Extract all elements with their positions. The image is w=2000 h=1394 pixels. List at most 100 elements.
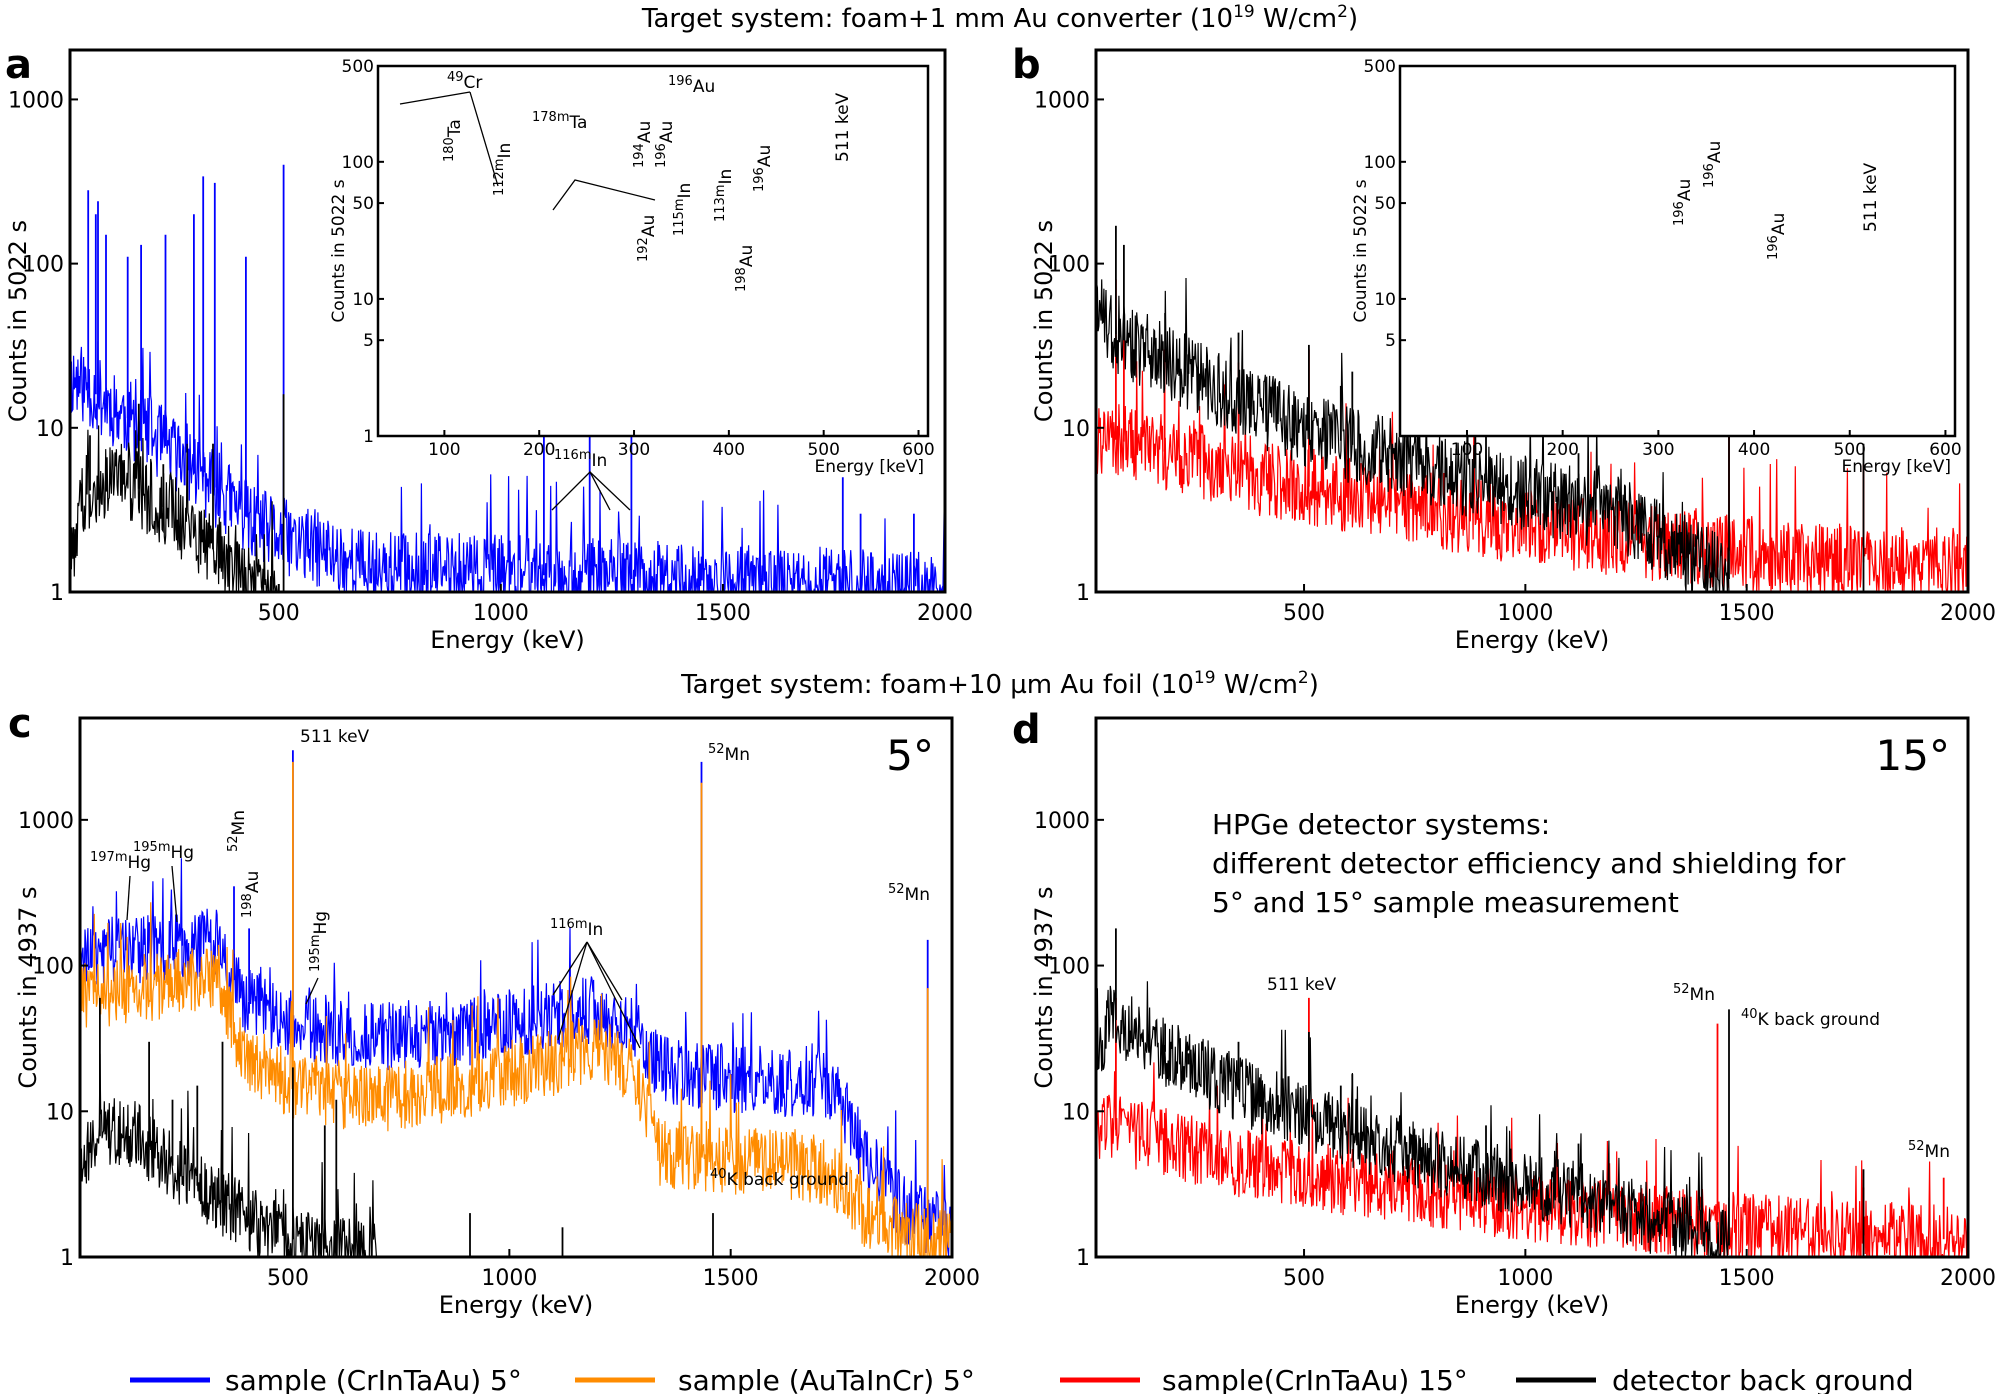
ann-c-mn52-3: 52Mn bbox=[226, 810, 249, 852]
inset-x-tick-label-b: 100 bbox=[1451, 440, 1483, 460]
ann-a-in113m: 113mIn bbox=[713, 169, 736, 222]
y-tick-label-a: 1 bbox=[50, 581, 64, 606]
panel-letter-d: d bbox=[1012, 707, 1041, 753]
x-tick-label-c: 1000 bbox=[481, 1266, 537, 1291]
inset-y-tick-label-b: 100 bbox=[1364, 153, 1396, 173]
inset-x-tick-label-b: 300 bbox=[1642, 440, 1674, 460]
y-tick-label-a: 10 bbox=[36, 417, 64, 442]
title-mid: Target system: foam+10 µm Au foil (1019 … bbox=[680, 668, 1319, 700]
panel-letter-c: c bbox=[8, 701, 32, 747]
panel-c-series-sample-autaincr-5- bbox=[80, 902, 952, 1257]
leader-c-in116m-3 bbox=[586, 941, 623, 1001]
ann-a-in112m: 112mIn bbox=[492, 143, 515, 196]
y-tick-label-d: 1 bbox=[1076, 1246, 1090, 1271]
x-axis-label-b: Energy (keV) bbox=[1455, 626, 1610, 654]
plot-area-c bbox=[80, 718, 952, 1257]
ann-c-511: 511 keV bbox=[300, 727, 370, 747]
x-tick-label-b: 500 bbox=[1283, 601, 1325, 626]
axes-frame-a bbox=[68, 48, 947, 594]
ann-d-k40: 40K back ground bbox=[1741, 1007, 1880, 1030]
x-tick-label-b: 2000 bbox=[1940, 601, 1996, 626]
x-tick-label-c: 2000 bbox=[924, 1266, 980, 1291]
leader-a-cr49-1 bbox=[399, 91, 471, 105]
y-tick-label-c: 1 bbox=[60, 1246, 74, 1271]
ann-a-au198: 198Au bbox=[734, 245, 757, 292]
y-tick-label-b: 10 bbox=[1062, 417, 1090, 442]
x-tick-label-c: 500 bbox=[267, 1266, 309, 1291]
legend-label-orange: sample (AuTaInCr) 5° bbox=[678, 1364, 975, 1394]
panel-c-series-sample-crintaau-5- bbox=[80, 858, 952, 1256]
inset-frame-a bbox=[376, 64, 930, 438]
ann-a-511: 511 keV bbox=[833, 92, 853, 162]
ann-a-ta180: 180Ta bbox=[442, 119, 465, 162]
legend-label-black: detector back ground bbox=[1612, 1364, 1914, 1394]
panel-b-series-sample-crintaau-15- bbox=[1096, 361, 1968, 592]
leader-c-in116m-4 bbox=[586, 941, 641, 1049]
x-tick-label-d: 500 bbox=[1283, 1266, 1325, 1291]
inset-y-tick-label-a: 1 bbox=[363, 427, 374, 447]
panel-c-series-detector-back-ground bbox=[80, 1053, 377, 1257]
inset-x-tick-label-b: 400 bbox=[1738, 440, 1770, 460]
series-group-a bbox=[70, 164, 945, 592]
x-axis-label-c: Energy (keV) bbox=[439, 1291, 594, 1319]
inset-y-tick-label-a: 500 bbox=[342, 57, 374, 77]
ann-c-k40: 40K back ground bbox=[710, 1167, 849, 1190]
inset-y-label-a: Counts in 5022 s bbox=[329, 179, 349, 322]
y-tick-label-d: 100 bbox=[1048, 955, 1090, 980]
y-tick-label-b: 1000 bbox=[1034, 88, 1090, 113]
x-tick-label-d: 2000 bbox=[1940, 1266, 1996, 1291]
ann-c-hg195m-2: 195mHg bbox=[308, 911, 331, 972]
x-tick-label-a: 1500 bbox=[695, 601, 751, 626]
ann-a-au192: 192Au bbox=[636, 215, 659, 262]
ann-a-cr49: 49Cr bbox=[447, 70, 482, 93]
note-d-line2: different detector efficiency and shield… bbox=[1212, 847, 1846, 880]
panel-b-series-detector-back-ground bbox=[1096, 277, 1730, 592]
inset-x-label-b: Energy [keV] bbox=[1841, 457, 1951, 477]
ann-b-au196-1: 196Au bbox=[1672, 179, 1695, 226]
series-group-b bbox=[1096, 225, 1968, 592]
leader-c-hg197m bbox=[126, 875, 131, 921]
x-tick-label-b: 1500 bbox=[1719, 601, 1775, 626]
inset-y-tick-label-a: 5 bbox=[363, 331, 374, 351]
ann-a-au196-2: 196Au bbox=[668, 74, 715, 97]
inset-y-tick-label-b: 50 bbox=[1374, 194, 1396, 214]
y-tick-label-c: 1000 bbox=[18, 809, 74, 834]
y-axis-label-c: Counts in 4937 s bbox=[14, 886, 42, 1088]
x-tick-label-c: 1500 bbox=[703, 1266, 759, 1291]
legend-label-blue: sample (CrInTaAu) 5° bbox=[225, 1364, 522, 1394]
y-axis-label-d: Counts in 4937 s bbox=[1030, 886, 1058, 1088]
ann-a-au196-1: 196Au bbox=[654, 121, 677, 168]
inset-y-tick-label-a: 10 bbox=[352, 290, 374, 310]
inset-y-tick-label-a: 50 bbox=[352, 194, 374, 214]
leader-c-hg195m-1 bbox=[171, 865, 178, 923]
annotations-c: 511 keV 52Mn 52Mn 52Mn 197mHg 195mHg 198… bbox=[90, 727, 930, 1190]
series-group-c bbox=[80, 750, 952, 1257]
series-group-d bbox=[1096, 928, 1968, 1257]
inset-x-tick-label-a: 400 bbox=[713, 440, 745, 460]
ann-c-in116m: 116mIn bbox=[550, 917, 603, 940]
ann-d-mn52-2: 52Mn bbox=[1908, 1139, 1950, 1162]
angle-label-c: 5° bbox=[886, 731, 934, 780]
y-tick-label-b: 1 bbox=[1076, 581, 1090, 606]
leader-c-in116m-2 bbox=[557, 941, 588, 1041]
x-tick-label-d: 1500 bbox=[1719, 1266, 1775, 1291]
y-tick-label-b: 100 bbox=[1048, 253, 1090, 278]
panel-a-series-detector-back-ground bbox=[70, 425, 279, 592]
ann-c-hg195m-1: 195mHg bbox=[133, 840, 194, 863]
x-tick-label-b: 1000 bbox=[1497, 601, 1553, 626]
leader-a-ta178m bbox=[552, 179, 656, 211]
y-tick-label-c: 100 bbox=[32, 955, 74, 980]
panel-d-series-sample-crintaau-15- bbox=[1096, 1062, 1968, 1257]
leader-a-cr49-2 bbox=[469, 91, 499, 187]
inset-x-tick-label-b: 200 bbox=[1546, 440, 1578, 460]
axes-frame-b bbox=[1094, 48, 1970, 594]
ann-a-au196-3: 196Au bbox=[752, 145, 775, 192]
x-tick-label-a: 2000 bbox=[917, 601, 973, 626]
panel-letter-a: a bbox=[5, 42, 32, 88]
note-d-line1: HPGe detector systems: bbox=[1212, 808, 1550, 841]
inset-x-tick-label-a: 600 bbox=[902, 440, 934, 460]
ann-a-in115m: 115mIn bbox=[672, 183, 695, 236]
